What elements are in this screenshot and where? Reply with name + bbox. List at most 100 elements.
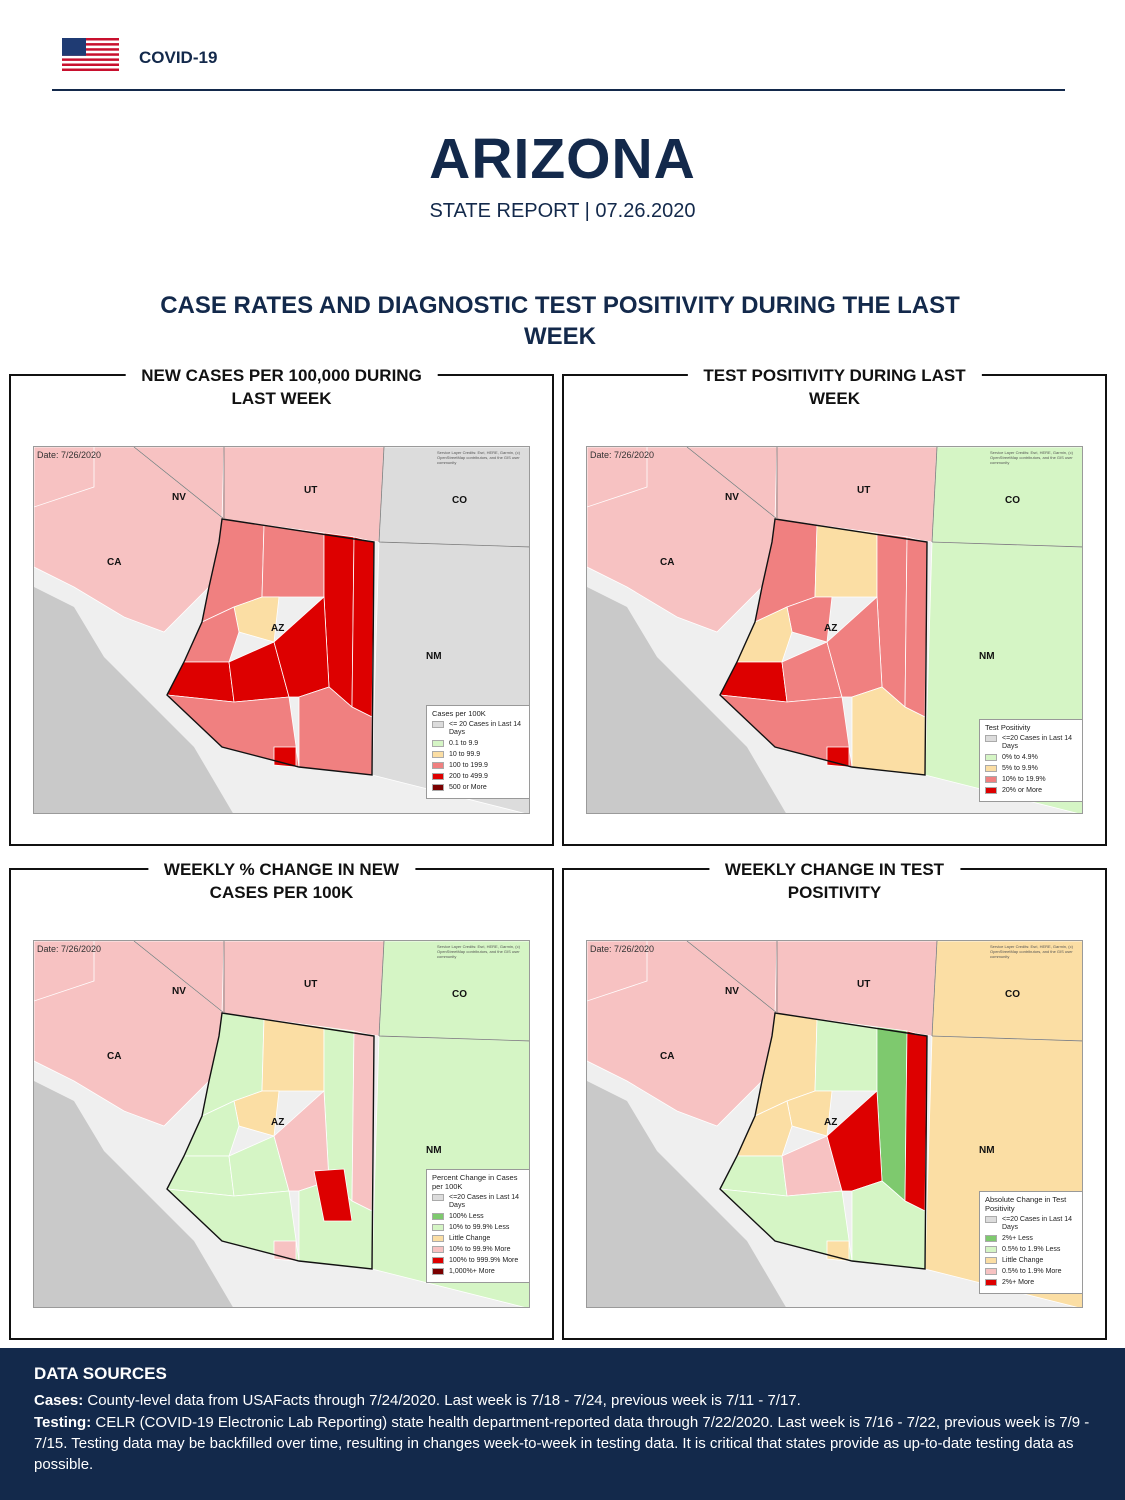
legend-title: Percent Change in Cases per 100K xyxy=(432,1173,518,1191)
legend-swatch xyxy=(985,1216,997,1223)
legend-swatch xyxy=(432,751,444,758)
legend-label: 5% to 9.9% xyxy=(1002,765,1038,772)
state-label-co: CO xyxy=(1005,989,1020,1000)
state-boundary xyxy=(686,941,778,1014)
header-divider xyxy=(52,89,1065,91)
state-label-az: AZ xyxy=(271,623,285,634)
oregon-region xyxy=(587,941,648,1002)
ocean-area xyxy=(587,587,786,813)
arizona-county xyxy=(261,524,325,598)
state-boundary xyxy=(133,447,225,520)
state-label-az: AZ xyxy=(824,1117,838,1128)
state-boundary xyxy=(931,447,938,543)
state-label-nv: NV xyxy=(172,986,186,997)
state-boundary xyxy=(931,1035,1082,1042)
panel-new-cases: NEW CASES PER 100,000 DURING LAST WEEK D… xyxy=(9,364,554,846)
map-test-positivity[interactable]: Date: 7/26/2020 Service Layer Credits: Es… xyxy=(586,446,1083,814)
map-weekly-case-change[interactable]: Date: 7/26/2020 Service Layer Credits: Es… xyxy=(33,940,530,1308)
map-date: Date: 7/26/2020 xyxy=(37,944,102,954)
state-label-ut: UT xyxy=(857,979,871,990)
legend-item: 1,000%+ More xyxy=(432,1268,524,1276)
legend-item: 5% to 9.9% xyxy=(985,765,1077,773)
legend-label: 0.5% to 1.9% More xyxy=(1002,1268,1062,1275)
arizona-outline xyxy=(719,1012,928,1270)
legend-label: 0.5% to 1.9% Less xyxy=(1002,1246,1061,1253)
state-label-co: CO xyxy=(1005,495,1020,506)
legend-item: 10% to 99.9% More xyxy=(432,1246,524,1254)
state-label-nv: NV xyxy=(172,492,186,503)
map-credit: Service Layer Credits: Esri, HERE, Garmi… xyxy=(437,450,520,465)
panel-title-line: WEEKLY % CHANGE IN NEW xyxy=(163,860,400,879)
legend-item: 0.5% to 1.9% More xyxy=(985,1268,1077,1276)
state-label-nm: NM xyxy=(426,651,442,662)
testing-label: Testing: xyxy=(34,1414,92,1431)
state-label-ca: CA xyxy=(107,557,122,568)
ocean-area xyxy=(34,1081,233,1307)
legend-swatch xyxy=(432,1257,444,1264)
legend-label: 2%+ More xyxy=(1002,1279,1035,1286)
legend-item: 10 to 99.9 xyxy=(432,751,524,759)
map-credit: Service Layer Credits: Esri, HERE, Garmi… xyxy=(990,450,1073,465)
panel-title-line: WEEKLY CHANGE IN TEST xyxy=(724,860,945,879)
covid-label: COVID-19 xyxy=(139,48,218,67)
state-boundary xyxy=(133,941,225,1014)
legend-swatch xyxy=(432,1224,444,1231)
state-label-nv: NV xyxy=(725,986,739,997)
panel-title: NEW CASES PER 100,000 DURING LAST WEEK xyxy=(125,364,438,410)
legend-item: <=20 Cases in Last 14 Days xyxy=(985,735,1077,751)
legend-item: 100 to 199.9 xyxy=(432,762,524,770)
panel-weekly-case-change: WEEKLY % CHANGE IN NEW CASES PER 100K Da… xyxy=(9,858,554,1340)
panel-title: WEEKLY CHANGE IN TEST POSITIVITY xyxy=(708,858,961,904)
legend-label: 500 or More xyxy=(449,784,487,791)
state-label-nm: NM xyxy=(426,1145,442,1156)
legend-label: 200 to 499.9 xyxy=(449,773,488,780)
ocean-area xyxy=(34,587,233,813)
oregon-region xyxy=(587,447,648,508)
legend-title: Absolute Change in Test Positivity xyxy=(985,1195,1067,1213)
arizona-county xyxy=(814,524,878,598)
legend-item: <=20 Cases in Last 14 Days xyxy=(985,1216,1077,1232)
section-title: CASE RATES AND DIAGNOSTIC TEST POSITIVIT… xyxy=(160,292,960,350)
map-canvas xyxy=(587,447,1082,813)
legend-swatch xyxy=(432,1194,444,1201)
legend-item: 10% to 19.9% xyxy=(985,776,1077,784)
legend-swatch xyxy=(985,754,997,761)
panel-title-line: POSITIVITY xyxy=(787,883,882,902)
state-boundary xyxy=(686,447,778,520)
legend-label: 0.1 to 9.9 xyxy=(449,740,479,747)
map-weekly-positivity-change[interactable]: Date: 7/26/2020 Service Layer Credits: Es… xyxy=(586,940,1083,1308)
legend-swatch xyxy=(432,773,444,780)
state-boundary xyxy=(378,541,529,548)
us-flag-icon xyxy=(62,38,119,71)
state-label-co: CO xyxy=(452,989,467,1000)
legend-item: 0.5% to 1.9% Less xyxy=(985,1246,1077,1254)
legend-swatch xyxy=(985,1279,997,1286)
legend-item: 2%+ Less xyxy=(985,1235,1077,1243)
oregon-region xyxy=(34,447,95,508)
legend-swatch xyxy=(432,740,444,747)
legend-swatch xyxy=(985,1257,997,1264)
legend-label: 10% to 99.9% Less xyxy=(449,1224,510,1231)
state-boundary xyxy=(378,447,385,543)
legend-item: <= 20 Cases in Last 14 Days xyxy=(432,721,524,737)
arizona-county xyxy=(351,1030,375,1212)
map-canvas xyxy=(34,941,529,1307)
state-label-ut: UT xyxy=(304,485,318,496)
state-label-ca: CA xyxy=(660,1051,675,1062)
map-legend: Cases per 100K <= 20 Cases in Last 14 Day… xyxy=(426,705,529,799)
testing-text: CELR (COVID-19 Electronic Lab Reporting)… xyxy=(34,1414,1090,1473)
legend-item: <=20 Cases in Last 14 Days xyxy=(432,1194,524,1210)
state-boundary xyxy=(931,941,938,1037)
arizona-outline xyxy=(719,518,928,776)
map-new-cases[interactable]: Date: 7/26/2020 Service Layer Credits: Es… xyxy=(33,446,530,814)
legend-swatch xyxy=(985,1246,997,1253)
map-legend: Test Positivity <=20 Cases in Last 14 Day… xyxy=(979,719,1082,802)
legend-swatch xyxy=(432,762,444,769)
state-label-ca: CA xyxy=(107,1051,122,1062)
legend-label: 10% to 99.9% More xyxy=(449,1246,511,1253)
map-credit: Service Layer Credits: Esri, HERE, Garmi… xyxy=(437,944,520,959)
legend-title: Cases per 100K xyxy=(432,709,486,718)
legend-item: 100% Less xyxy=(432,1213,524,1221)
panel-title: TEST POSITIVITY DURING LAST WEEK xyxy=(687,364,982,410)
legend-item: Little Change xyxy=(985,1257,1077,1265)
